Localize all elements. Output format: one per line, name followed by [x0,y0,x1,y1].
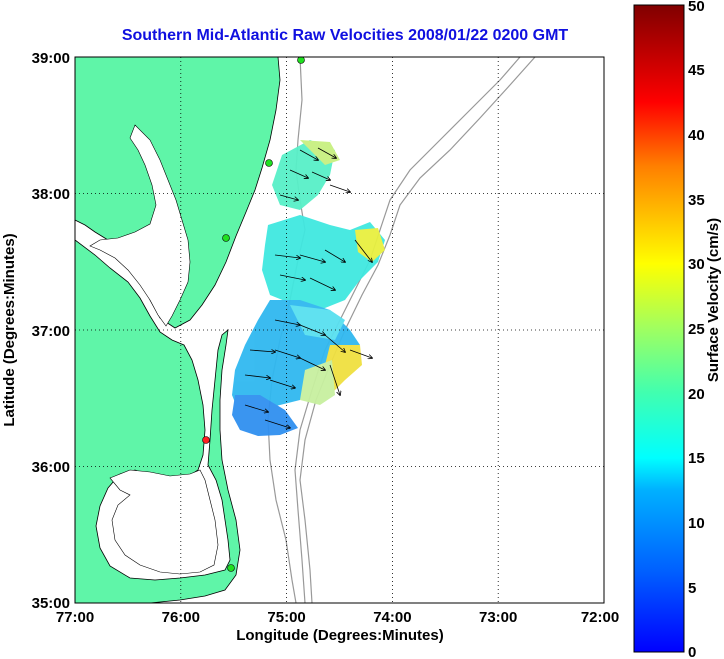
station-marker [222,234,230,242]
map-area [75,57,604,603]
land-west-shore [75,239,241,603]
station-marker [265,159,273,167]
grid [75,57,604,603]
x-tick-label: 73:00 [479,609,517,626]
colorbar-tick-label: 0 [688,644,696,659]
y-tick-label: 35:00 [32,595,70,612]
colorbar-tick-label: 35 [688,192,705,209]
colorbar-tick-label: 50 [688,0,705,15]
station-marker [297,57,305,64]
station-marker [227,564,235,572]
colorbar-tick-label: 15 [688,450,705,467]
colorbar-tick-label: 45 [688,62,705,79]
colorbar [633,4,685,653]
colorbar-tick-label: 30 [688,256,705,273]
chart-title: Southern Mid-Atlantic Raw Velocities 200… [122,27,569,44]
y-axis-label: Latitude (Degrees:Minutes) [1,233,18,426]
colorbar-tick-label: 5 [688,580,696,597]
x-tick-label: 77:00 [56,609,94,626]
chesapeake-bay [89,124,191,327]
colorbar-ticks: 0 5 10 15 20 25 30 35 40 45 50 [688,0,705,659]
colorbar-tick-label: 40 [688,127,705,144]
colorbar-tick-label: 10 [688,515,705,532]
radar-stations [202,57,305,572]
plot-frame [74,56,605,604]
y-tick-label: 36:00 [32,459,70,476]
colorbar-label: Surface Velocity (cm/s) [705,218,722,382]
albemarle-sound [109,469,219,575]
x-axis-label: Longitude (Degrees:Minutes) [236,627,444,644]
land-mainland [75,57,281,329]
y-tick-label: 37:00 [32,323,70,340]
x-tick-label: 76:00 [162,609,200,626]
x-tick-label: 72:00 [581,609,619,626]
y-tick-label: 39:00 [32,50,70,67]
station-marker [202,436,210,444]
colorbar-tick-label: 25 [688,321,705,338]
y-tick-label: 38:00 [32,186,70,203]
x-tick-label: 75:00 [267,609,305,626]
x-ticks: 77:00 76:00 75:00 74:00 73:00 72:00 [56,609,619,626]
y-ticks: 39:00 38:00 37:00 36:00 35:00 [32,50,70,612]
x-tick-label: 74:00 [373,609,411,626]
velocity-vectors [244,147,372,428]
colorbar-tick-label: 20 [688,386,705,403]
